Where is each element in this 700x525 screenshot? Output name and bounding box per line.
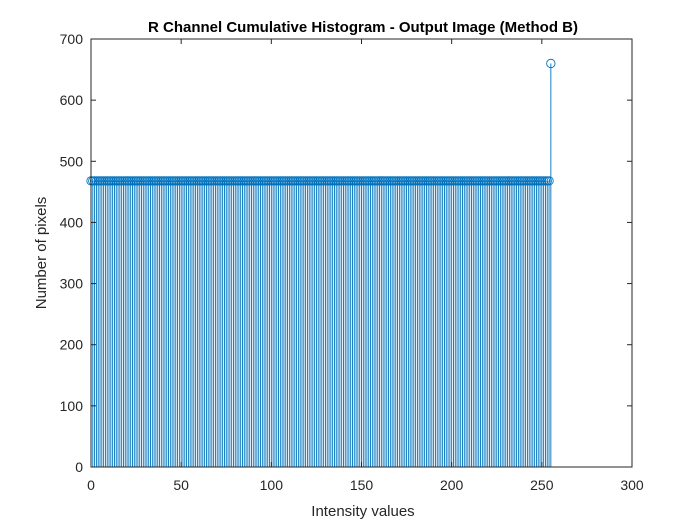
y-tick-label: 100	[60, 398, 84, 414]
stem-marker	[544, 176, 554, 186]
y-tick-label: 400	[60, 214, 84, 230]
y-axis-label: Number of pixels	[33, 197, 50, 310]
y-tick-label: 0	[75, 459, 83, 475]
x-tick-label: 250	[530, 477, 554, 493]
y-tick-label: 200	[60, 337, 84, 353]
y-tick-label: 500	[60, 153, 84, 169]
stem-series	[86, 58, 556, 467]
stem-marker	[546, 58, 556, 69]
plot-area: 0 50 100 150 200 250 300 0 100 200 300 400 500 600 700	[60, 31, 644, 493]
x-tick-label: 50	[173, 477, 189, 493]
x-tick-label: 300	[620, 477, 644, 493]
axis-ticks: 0 50 100 150 200 250 300 0 100 200 300 400 500 600 700	[60, 31, 644, 493]
x-tick-label: 0	[87, 477, 95, 493]
x-tick-label: 200	[440, 477, 464, 493]
y-tick-label: 700	[60, 31, 84, 47]
y-tick-label: 600	[60, 92, 84, 108]
x-tick-label: 150	[350, 477, 374, 493]
y-tick-label: 300	[60, 276, 84, 292]
chart-title: R Channel Cumulative Histogram - Output …	[148, 19, 578, 36]
x-axis-label: Intensity values	[311, 503, 414, 520]
x-tick-label: 100	[260, 477, 284, 493]
